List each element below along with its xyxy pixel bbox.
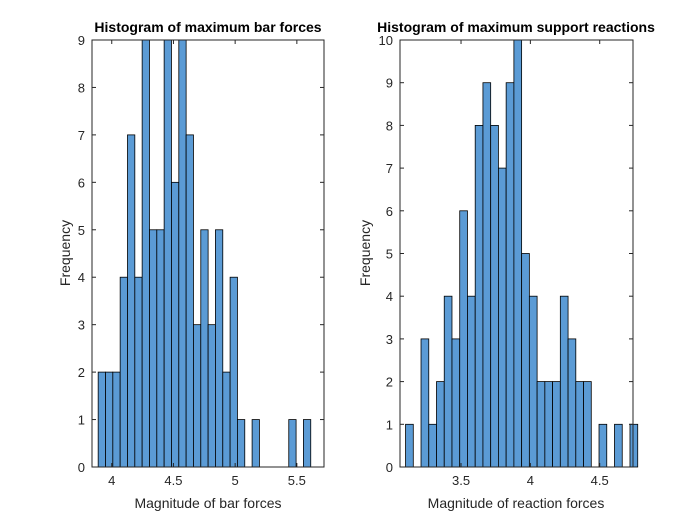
bar-forces-y-tick-label: 6 xyxy=(78,175,85,190)
bar-forces-y-tick-label: 2 xyxy=(78,365,85,380)
bar-forces-x-tick-label: 4 xyxy=(108,473,115,488)
bar-forces-bar xyxy=(163,39,172,468)
support-reactions-bar xyxy=(490,125,499,468)
support-reactions-bar xyxy=(482,82,492,468)
support-reactions-x-axis-label: Magnitude of reaction forces xyxy=(428,495,605,511)
bar-forces-bar xyxy=(222,371,231,468)
bar-forces-bar xyxy=(200,229,209,468)
support-reactions-bar xyxy=(559,295,569,468)
support-reactions-y-axis-label: Frequency xyxy=(357,220,373,286)
bar-forces-y-tick-label: 4 xyxy=(78,270,85,285)
bar-forces-ticks: 4 4.5 5 5.5 0 1 2 3 4 5 6 7 8 9 xyxy=(78,33,324,488)
support-reactions-title: Histogram of maximum support reactions xyxy=(377,19,655,35)
support-reactions-y-tick-label: 2 xyxy=(386,375,393,390)
bar-forces-bar xyxy=(303,419,312,468)
support-reactions-y-tick-label: 6 xyxy=(386,204,393,219)
support-reactions-bar xyxy=(536,381,546,468)
support-reactions-bar xyxy=(552,381,561,468)
bar-forces-bar xyxy=(237,419,246,468)
bar-forces-bar xyxy=(215,229,224,468)
support-reactions-bar xyxy=(436,381,445,468)
bar-forces-y-tick-label: 0 xyxy=(78,460,85,475)
bar-forces-x-axis-label: Magnitude of bar forces xyxy=(134,495,281,511)
support-reactions-bar xyxy=(428,423,437,468)
support-reactions-bar xyxy=(544,381,553,468)
support-reactions-bar xyxy=(575,381,584,468)
bar-forces-bar xyxy=(119,276,128,468)
support-reactions-bar xyxy=(598,423,608,468)
bar-forces-bar xyxy=(141,39,150,468)
support-reactions-x-tick-label: 3.5 xyxy=(452,473,470,488)
support-reactions-bar xyxy=(614,423,623,468)
bar-forces-title: Histogram of maximum bar forces xyxy=(94,19,321,35)
support-reactions-histogram: Histogram of maximum support reactions 3… xyxy=(357,19,655,511)
support-reactions-bar xyxy=(459,210,468,468)
bar-forces-bar xyxy=(156,229,165,468)
bar-forces-bar xyxy=(134,276,143,468)
support-reactions-bar xyxy=(505,82,515,468)
support-reactions-bar xyxy=(474,125,484,468)
bar-forces-bar xyxy=(288,419,297,468)
bar-forces-bar xyxy=(207,324,216,468)
support-reactions-bar xyxy=(420,338,430,468)
bar-forces-bar xyxy=(251,419,260,468)
bar-forces-x-tick-label: 5 xyxy=(232,473,239,488)
bar-forces-y-tick-label: 9 xyxy=(78,33,85,48)
bar-forces-bar xyxy=(171,181,180,468)
bar-forces-bar xyxy=(185,134,194,468)
support-reactions-bar xyxy=(451,338,461,468)
bar-forces-y-tick-label: 7 xyxy=(78,128,85,143)
support-reactions-bar xyxy=(521,253,530,468)
support-reactions-bar xyxy=(467,295,476,468)
bar-forces-y-tick-label: 1 xyxy=(78,413,85,428)
support-reactions-x-tick-label: 4 xyxy=(527,473,534,488)
bar-forces-histogram: Histogram of maximum bar forces 4 4.5 5 5.5… xyxy=(57,19,325,511)
bar-forces-bar xyxy=(105,371,114,468)
support-reactions-bar xyxy=(583,381,592,468)
bar-forces-y-tick-label: 8 xyxy=(78,80,85,95)
support-reactions-bar xyxy=(513,39,523,468)
support-reactions-bar xyxy=(528,295,538,468)
support-reactions-y-tick-label: 1 xyxy=(386,417,393,432)
bar-forces-x-tick-label: 5.5 xyxy=(288,473,306,488)
bar-forces-y-axis-label: Frequency xyxy=(57,220,73,286)
support-reactions-bar xyxy=(498,167,507,468)
support-reactions-y-tick-label: 5 xyxy=(386,247,393,262)
bar-forces-y-tick-label: 5 xyxy=(78,223,85,238)
support-reactions-y-tick-label: 4 xyxy=(386,289,393,304)
support-reactions-bar xyxy=(443,295,453,468)
support-reactions-x-tick-label: 4.5 xyxy=(591,473,609,488)
bar-forces-bar xyxy=(149,229,158,468)
support-reactions-y-tick-label: 7 xyxy=(386,161,393,176)
bar-forces-axes-box xyxy=(91,39,325,468)
support-reactions-bar xyxy=(405,423,414,468)
support-reactions-y-tick-label: 3 xyxy=(386,332,393,347)
support-reactions-y-tick-label: 8 xyxy=(386,118,393,133)
bar-forces-y-tick-label: 3 xyxy=(78,318,85,333)
support-reactions-bar xyxy=(567,338,577,468)
support-reactions-y-tick-label: 0 xyxy=(386,460,393,475)
bar-forces-bar xyxy=(112,371,121,468)
support-reactions-y-tick-label: 9 xyxy=(386,76,393,91)
support-reactions-y-tick-label: 10 xyxy=(379,33,393,48)
bar-forces-bar xyxy=(97,371,106,468)
support-reactions-bar xyxy=(629,423,639,468)
support-reactions-axes-box xyxy=(399,39,634,468)
bar-forces-bar xyxy=(229,276,238,468)
bar-forces-bar xyxy=(178,39,187,468)
bar-forces-bar xyxy=(127,134,136,468)
bar-forces-x-tick-label: 4.5 xyxy=(164,473,182,488)
bar-forces-bar xyxy=(193,324,202,468)
